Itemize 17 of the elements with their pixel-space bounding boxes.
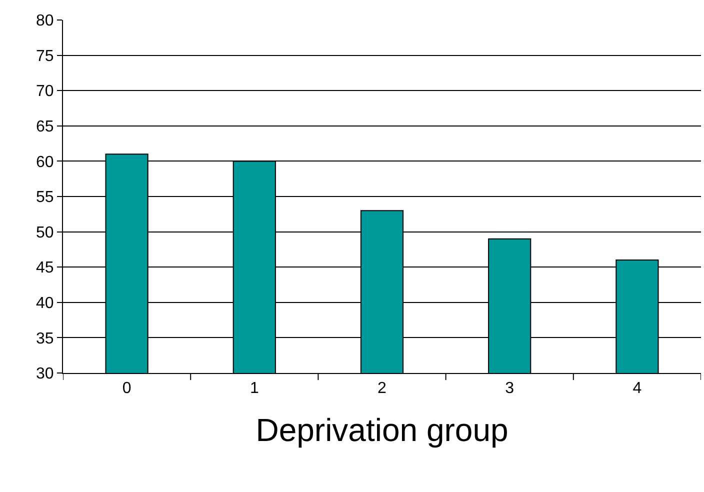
y-tick-label: 60 [36, 154, 54, 171]
x-tick-label: 2 [378, 380, 387, 398]
y-tick-label: 30 [36, 366, 54, 383]
x-tick-label: 1 [250, 380, 259, 398]
y-tick-label: 80 [36, 12, 54, 30]
x-tick-label: 3 [505, 380, 514, 398]
y-tick-label: 45 [36, 260, 54, 277]
y-tick-label: 65 [36, 118, 54, 136]
x-tick-label: 4 [632, 380, 642, 398]
x-tick-label: 0 [122, 380, 132, 398]
y-tick-label: 50 [36, 224, 54, 242]
y-tick-label: 40 [36, 295, 54, 312]
x-axis-title: Deprivation group [256, 412, 508, 448]
y-tick-label: 75 [36, 48, 54, 65]
y-tick-label: 35 [36, 330, 54, 348]
y-tick-label: 70 [36, 83, 54, 100]
y-tick-label: 55 [36, 189, 54, 206]
